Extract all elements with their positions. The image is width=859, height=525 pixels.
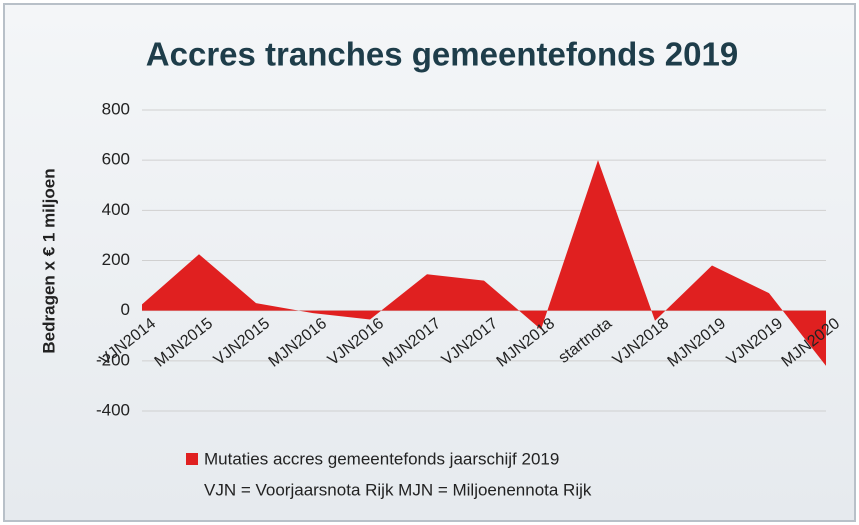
y-tick-label: 400 bbox=[102, 200, 130, 219]
legend-swatch bbox=[186, 453, 198, 465]
y-tick-label: 600 bbox=[102, 150, 130, 169]
y-tick-label: 200 bbox=[102, 250, 130, 269]
y-axis-label: Bedragen x € 1 miljoen bbox=[39, 168, 58, 353]
note: VJN = Voorjaarsnota Rijk MJN = Miljoenen… bbox=[204, 480, 592, 499]
y-tick-label: 0 bbox=[121, 300, 130, 319]
y-tick-label: 800 bbox=[102, 99, 130, 118]
y-tick-label: -400 bbox=[96, 400, 130, 419]
legend-label: Mutaties accres gemeentefonds jaarschijf… bbox=[204, 449, 559, 468]
area bbox=[142, 160, 826, 366]
chart-frame bbox=[3, 3, 856, 522]
chart-title: Accres tranches gemeentefonds 2019 bbox=[146, 36, 738, 73]
y-tick-label: -200 bbox=[96, 350, 130, 369]
